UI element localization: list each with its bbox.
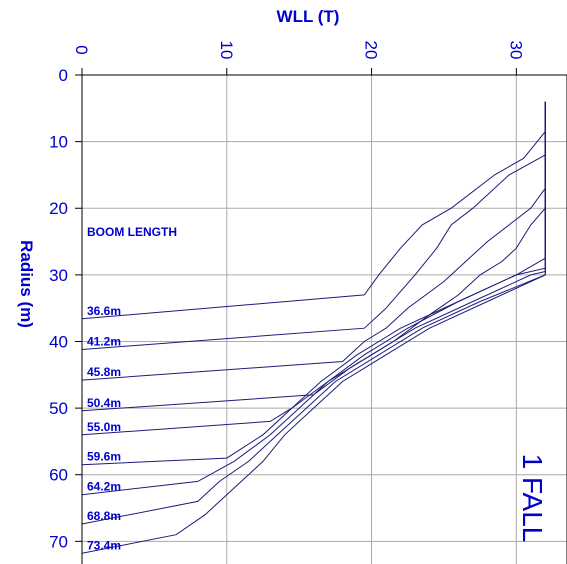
- y-tick-label: 20: [49, 199, 68, 218]
- grid: [82, 75, 567, 564]
- x-tick-label: 20: [362, 41, 381, 60]
- series-label-36.6m: 36.6m: [87, 304, 121, 318]
- y-tick-label: 70: [49, 532, 68, 551]
- y-axis-title: Radius (m): [17, 240, 36, 328]
- series-label-41.2m: 41.2m: [87, 334, 121, 348]
- x-tick-label: 10: [217, 41, 236, 60]
- series-line-73.4m: [81, 101, 546, 554]
- x-tick-label: 0: [72, 45, 91, 54]
- series-line-45.8m: [81, 101, 546, 381]
- series-label-55.0m: 55.0m: [87, 420, 121, 434]
- series-lines: [81, 101, 546, 554]
- y-tick-label: 50: [49, 399, 68, 418]
- plot-frame: [81, 74, 567, 564]
- series-label-73.4m: 73.4m: [87, 538, 121, 552]
- series-line-68.8m: [81, 101, 546, 525]
- series-line-64.2m: [81, 101, 546, 496]
- fall-annotation: 1 FALL: [517, 454, 548, 543]
- y-tick-label: 40: [49, 332, 68, 351]
- series-label-64.2m: 64.2m: [87, 480, 121, 494]
- series-labels: 36.6m 41.2m 45.8m 50.4m 55.0m 59.6m 64.2m 68.8m…: [87, 304, 121, 553]
- series-label-59.6m: 59.6m: [87, 450, 121, 464]
- y-tick-label: 30: [49, 266, 68, 285]
- series-label-68.8m: 68.8m: [87, 509, 121, 523]
- series-label-50.4m: 50.4m: [87, 396, 121, 410]
- x-axis-title: WLL (T): [277, 7, 340, 26]
- series-line-59.6m: [81, 101, 546, 466]
- y-tick-label: 60: [49, 466, 68, 485]
- y-tick-label: 10: [49, 133, 68, 152]
- legend-title: BOOM LENGTH: [87, 225, 177, 239]
- series-line-50.4m: [81, 101, 546, 412]
- series-line-41.2m: [81, 101, 546, 350]
- ticks: 0 10 20 30 0 10 20 30 40 50 60 70: [49, 41, 525, 552]
- y-tick-label: 0: [59, 66, 68, 85]
- series-line-36.6m: [81, 101, 546, 320]
- series-line-55.0m: [81, 101, 546, 436]
- series-label-45.8m: 45.8m: [87, 365, 121, 379]
- x-tick-label: 30: [506, 41, 525, 60]
